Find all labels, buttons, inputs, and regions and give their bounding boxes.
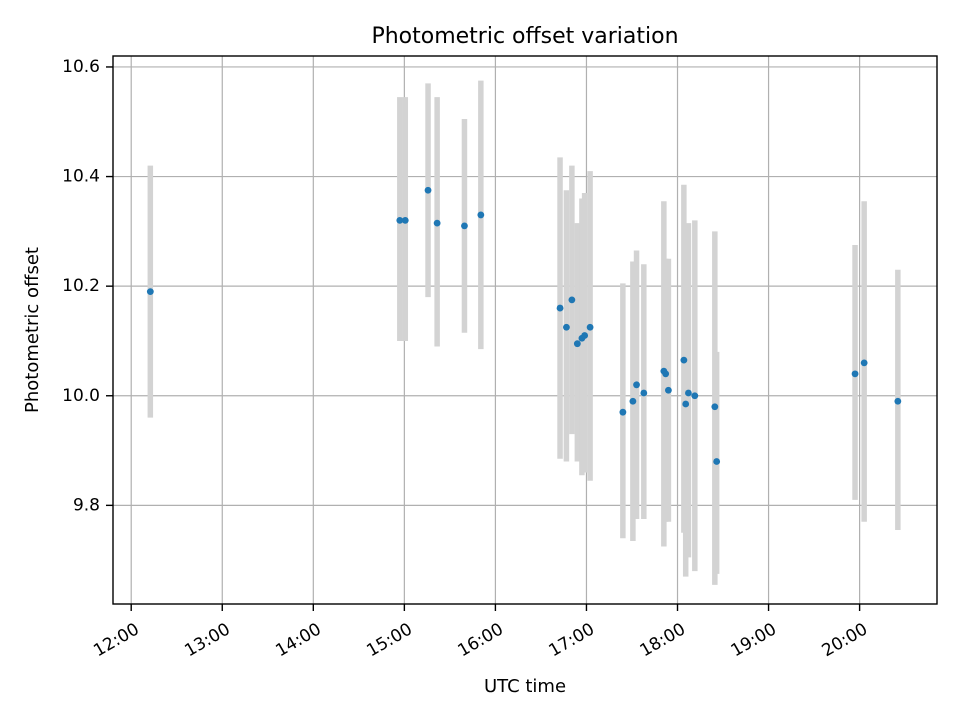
data-point [556, 304, 564, 312]
data-point [665, 386, 672, 394]
y-tick-label: 10.6 [62, 57, 100, 77]
data-point [860, 359, 868, 367]
x-tick-label: 15:00 [363, 619, 415, 661]
x-tick-label: 13:00 [181, 619, 233, 661]
x-tick-label: 16:00 [454, 619, 506, 661]
error-bars [147, 80, 901, 585]
x-tick-label: 19:00 [728, 619, 780, 661]
data-point [685, 389, 692, 397]
data-point [581, 332, 589, 339]
y-tick-label: 10.0 [62, 386, 100, 406]
x-axis-label: UTC time [484, 676, 566, 697]
x-tick-label: 20:00 [819, 619, 871, 661]
data-point [640, 389, 648, 397]
data-point [477, 211, 485, 219]
data-point [711, 403, 719, 411]
data-point [851, 370, 859, 378]
chart-title: Photometric offset variation [371, 24, 678, 49]
chart-grid [113, 56, 937, 604]
y-tick-label: 9.8 [73, 495, 100, 515]
data-point [568, 296, 576, 304]
plot-frame [112, 55, 938, 605]
data-point [401, 217, 409, 224]
data-point [691, 392, 699, 400]
data-point [713, 458, 721, 465]
data-point [146, 288, 154, 296]
data-point [662, 370, 670, 378]
data-point [563, 323, 570, 331]
data-point [633, 381, 640, 389]
data-point [396, 217, 404, 224]
y-axis-label: Photometric offset [22, 247, 43, 413]
data-point [629, 397, 637, 405]
data-point [682, 400, 690, 408]
x-axis: 12:00 13:00 14:00 15:00 16:00 17:00 18:00 19:00… [90, 604, 871, 661]
data-point [586, 323, 594, 331]
y-tick-label: 10.4 [62, 167, 100, 187]
x-tick-label: 17:00 [546, 619, 598, 661]
data-point [461, 222, 468, 230]
x-tick-label: 14:00 [272, 619, 324, 661]
data-points [146, 186, 902, 465]
y-tick-label: 10.2 [62, 276, 100, 296]
data-point [894, 397, 902, 405]
data-point [680, 356, 688, 364]
x-tick-label: 12:00 [90, 619, 142, 661]
data-point [433, 219, 441, 227]
data-point [619, 408, 627, 416]
x-tick-label: 18:00 [637, 619, 689, 661]
data-point [424, 186, 432, 194]
data-point [573, 340, 581, 348]
y-axis: 9.8 10.0 10.2 10.4 10.6 [62, 57, 113, 515]
